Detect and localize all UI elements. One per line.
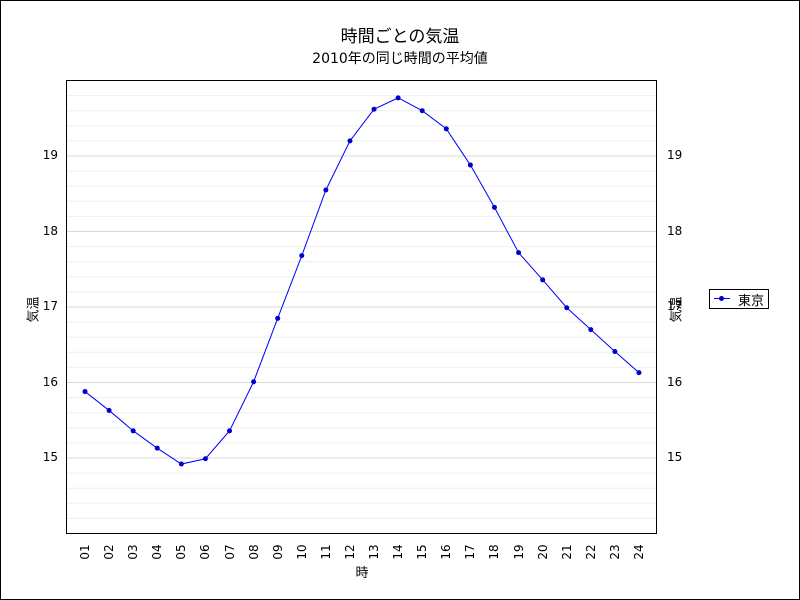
data-point [251,379,257,385]
x-tick-label: 13 [367,544,382,560]
chart-subtitle: 2010年の同じ時間の平均値 [312,51,488,67]
data-point [540,277,546,283]
x-tick-label: 22 [583,544,598,560]
y-tick-label-right: 16 [667,374,683,389]
x-tick-label: 03 [126,544,141,560]
data-point [227,428,233,434]
y-tick-label-right: 17 [667,299,683,313]
data-point [202,456,208,462]
y-tick-label-left: 15 [42,450,58,464]
data-point [130,428,136,434]
legend-marker-icon [714,294,732,304]
y-tick-label-left: 18 [42,223,58,238]
legend-label-tokyo: 東京 [738,293,765,309]
x-tick-label: 18 [487,544,502,560]
y-tick-label-left: 19 [42,148,58,162]
x-tick-label: 20 [535,544,550,560]
data-point [395,95,401,101]
x-tick-label: 08 [246,544,261,560]
x-tick-label: 09 [270,544,285,560]
data-point [419,108,425,114]
data-point [636,370,642,376]
y-tick-label-right: 18 [667,223,683,238]
data-point [347,138,353,144]
series-tokyo [82,95,642,467]
x-tick-label: 16 [439,544,454,560]
y-axis-label-left: 気温 [26,296,42,323]
x-tick-label: 19 [511,544,526,560]
x-axis-label: 時 [355,566,369,581]
data-point [612,349,618,355]
data-point [564,305,570,311]
y-axis-label-right: 気温 [669,296,685,323]
x-tick-label: 02 [102,544,117,560]
data-point [323,187,329,193]
y-tick-label-left: 16 [42,374,58,389]
x-tick-label: 04 [150,544,165,560]
data-point [491,204,497,210]
y-tick-label-right: 19 [667,148,683,162]
data-point [371,106,377,112]
data-point [178,461,184,467]
x-tick-label: 24 [632,544,646,560]
data-point [443,126,449,132]
x-tick-label: 21 [559,544,574,560]
x-tick-label: 14 [391,544,406,560]
data-point [275,315,281,321]
x-tick-label: 15 [415,544,430,560]
x-tick-label: 23 [607,544,622,560]
chart-title: 時間ごとの気温 [340,27,460,47]
data-point [82,389,88,395]
x-tick-label: 17 [463,544,478,560]
data-point [588,327,594,333]
x-tick-label: 10 [294,544,309,560]
y-tick-label-right: 15 [667,450,683,464]
data-point [516,250,522,256]
legend: 東京 [709,289,769,309]
gridlines [67,95,656,519]
data-point [154,445,160,451]
x-tick-label: 01 [78,544,92,560]
x-tick-label: 05 [174,544,189,560]
data-point [299,253,305,259]
x-tick-label: 12 [342,544,357,560]
plot-area [66,80,657,534]
x-tick-label: 11 [318,544,333,560]
data-point [467,162,473,168]
data-point [106,407,112,413]
x-tick-label: 06 [198,544,213,560]
y-tick-label-left: 17 [42,299,58,313]
x-tick-label: 07 [222,544,237,560]
